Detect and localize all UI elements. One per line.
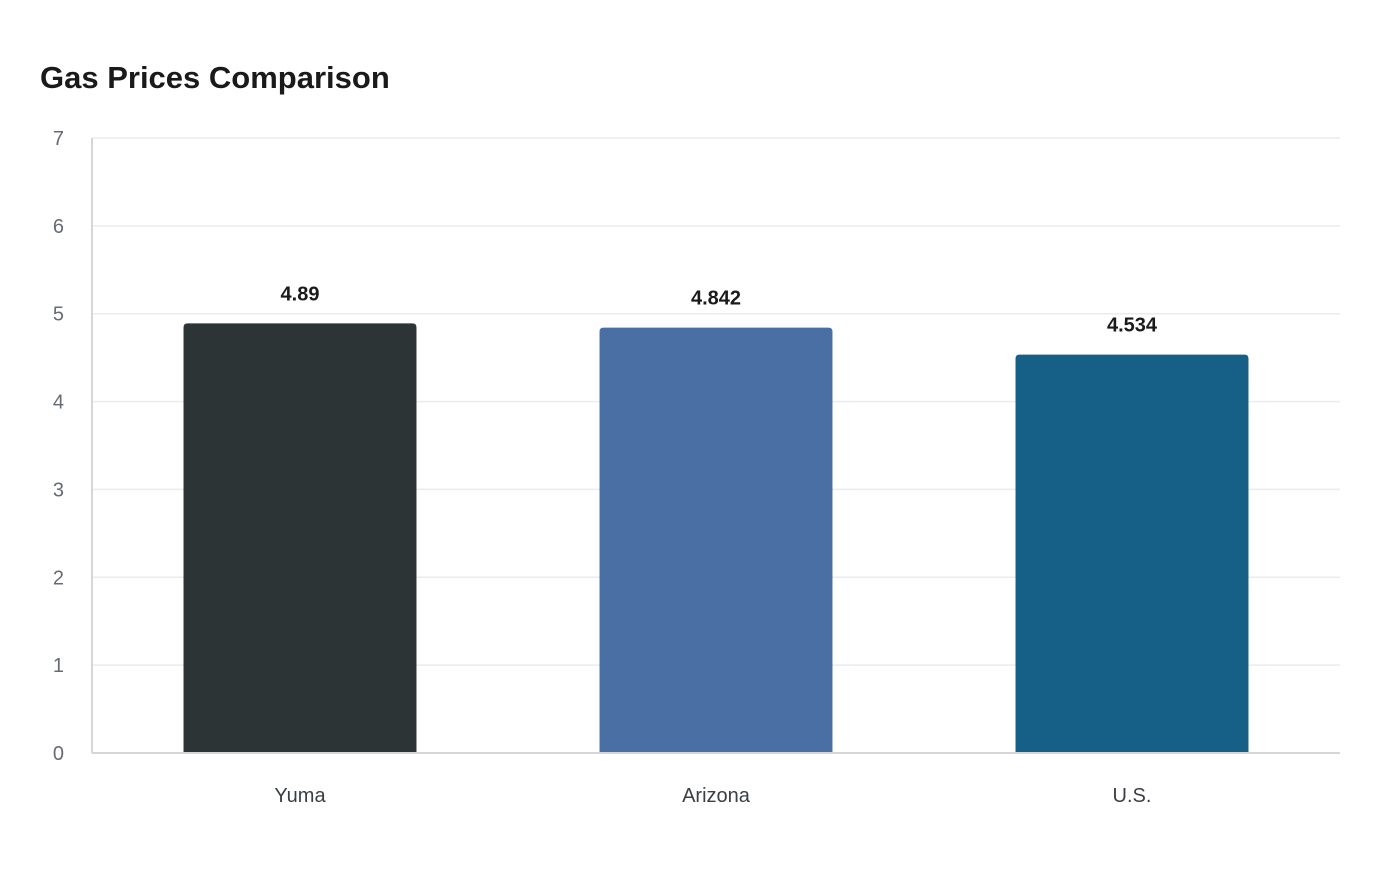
y-tick-label: 6 <box>53 216 64 238</box>
y-tick-label: 0 <box>53 743 64 765</box>
chart-title: Gas Prices Comparison <box>40 60 390 95</box>
y-tick-label: 3 <box>53 479 64 501</box>
x-axis-categories: Yuma Arizona U.S. <box>274 785 1151 807</box>
y-tick-label: 2 <box>53 567 64 589</box>
y-tick-label: 1 <box>53 655 64 677</box>
bar <box>183 323 417 753</box>
bar <box>599 327 833 753</box>
y-tick-label: 7 <box>53 128 64 150</box>
x-category-label: U.S. <box>1113 785 1152 807</box>
bar <box>1015 354 1249 753</box>
bars <box>183 323 1249 753</box>
x-category-label: Arizona <box>682 785 751 807</box>
bar-value-label: 4.89 <box>281 283 320 305</box>
value-labels: 4.89 4.842 4.534 <box>281 283 1158 336</box>
bar-value-label: 4.534 <box>1107 315 1158 337</box>
y-tick-label: 4 <box>53 392 64 414</box>
x-category-label: Yuma <box>274 785 326 807</box>
y-tick-label: 5 <box>53 304 64 326</box>
bar-value-label: 4.842 <box>691 288 741 310</box>
y-axis-ticks: 0 1 2 3 4 5 6 7 <box>53 128 64 765</box>
